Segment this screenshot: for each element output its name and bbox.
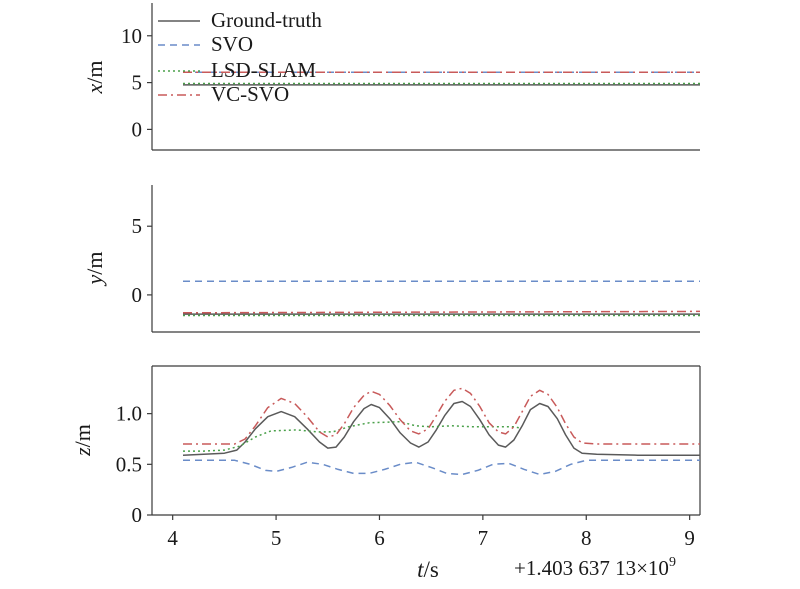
panels-layer: 0 5 10 x/m 0 5 y/m 0 0.5 1.0 z/m: [70, 3, 701, 527]
y-tick-label: 0: [132, 503, 143, 527]
legend-label: VC-SVO: [211, 82, 289, 106]
series-line-vc-svo: [182, 310, 701, 314]
y-axis-label: z/m: [70, 424, 95, 457]
y-axis-label-variable: x: [82, 84, 107, 95]
series-line-svo: [183, 459, 700, 476]
y-axis-label-unit: /m: [70, 424, 95, 447]
series-line-vc-svo: [183, 387, 700, 445]
x-tick-label: 4: [167, 526, 178, 550]
y-axis-label-variable: z: [70, 447, 95, 457]
y-axis-label: y/m: [82, 252, 107, 287]
y-axis-label-variable: y: [82, 275, 107, 287]
legend-label: Ground-truth: [211, 8, 322, 32]
x-axis-label-variable: t: [417, 557, 424, 582]
series-line-ground-truth: [182, 400, 700, 456]
x-axis-label: t/s: [417, 557, 439, 582]
y-tick-label: 0: [132, 117, 143, 141]
x-tick-label: 9: [684, 526, 695, 550]
x-tick-label: 5: [271, 526, 282, 550]
y-tick-label: 5: [132, 71, 143, 95]
x-axis-label-unit: /s: [424, 557, 439, 582]
legend-entry-vc-svo: VC-SVO: [158, 82, 289, 106]
y-tick-label: 1.0: [116, 402, 142, 426]
y-axis-label-unit: /m: [82, 61, 107, 84]
legend-entry-svo: SVO: [158, 32, 253, 56]
y-tick-label: 10: [121, 24, 142, 48]
legend-entry-lsd-slam: LSD-SLAM: [158, 58, 316, 82]
legend-entry-ground-truth: Ground-truth: [158, 8, 322, 32]
y-tick-label: 5: [132, 214, 143, 238]
panel-z: 0 0.5 1.0 z/m: [70, 365, 701, 527]
y-tick-label: 0.5: [116, 452, 142, 476]
legend-label: SVO: [211, 32, 253, 56]
x-offset-exponent: 9: [669, 555, 676, 570]
y-axis-label-unit: /m: [82, 252, 107, 275]
x-offset-label: +1.403 637 13×109: [514, 555, 676, 580]
x-offset-mantissa: +1.403 637 13×10: [514, 556, 669, 580]
y-axis-label: x/m: [82, 61, 107, 95]
x-tick-label: 7: [478, 526, 489, 550]
panel-x: 0 5 10 x/m: [82, 3, 700, 151]
legend-label: LSD-SLAM: [211, 58, 316, 82]
x-axis: 4 5 6 7 8 9t/s +1.403 637 13×109: [167, 515, 695, 582]
y-tick-label: 0: [132, 283, 143, 307]
series-line-lsd-slam: [183, 420, 520, 452]
panel-y: 0 5 y/m: [82, 185, 701, 333]
x-tick-label: 8: [581, 526, 592, 550]
x-tick-label: 6: [374, 526, 385, 550]
